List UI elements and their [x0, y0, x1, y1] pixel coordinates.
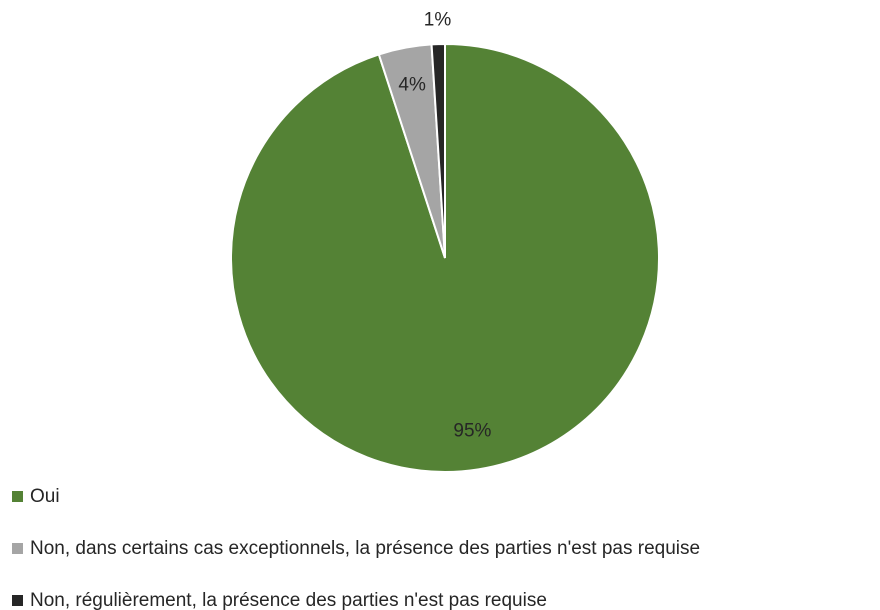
pie-slice [430, 42, 446, 259]
legend-swatch [12, 491, 23, 502]
data-label: 95% [453, 420, 491, 441]
legend-swatch [12, 543, 23, 554]
data-label: 1% [424, 10, 452, 31]
data-label: 4% [398, 75, 426, 96]
legend-label: Non, dans certains cas exceptionnels, la… [30, 538, 700, 559]
legend-label: Oui [30, 486, 60, 507]
legend-swatch [12, 595, 23, 606]
legend-label: Non, régulièrement, la présence des part… [30, 590, 547, 610]
